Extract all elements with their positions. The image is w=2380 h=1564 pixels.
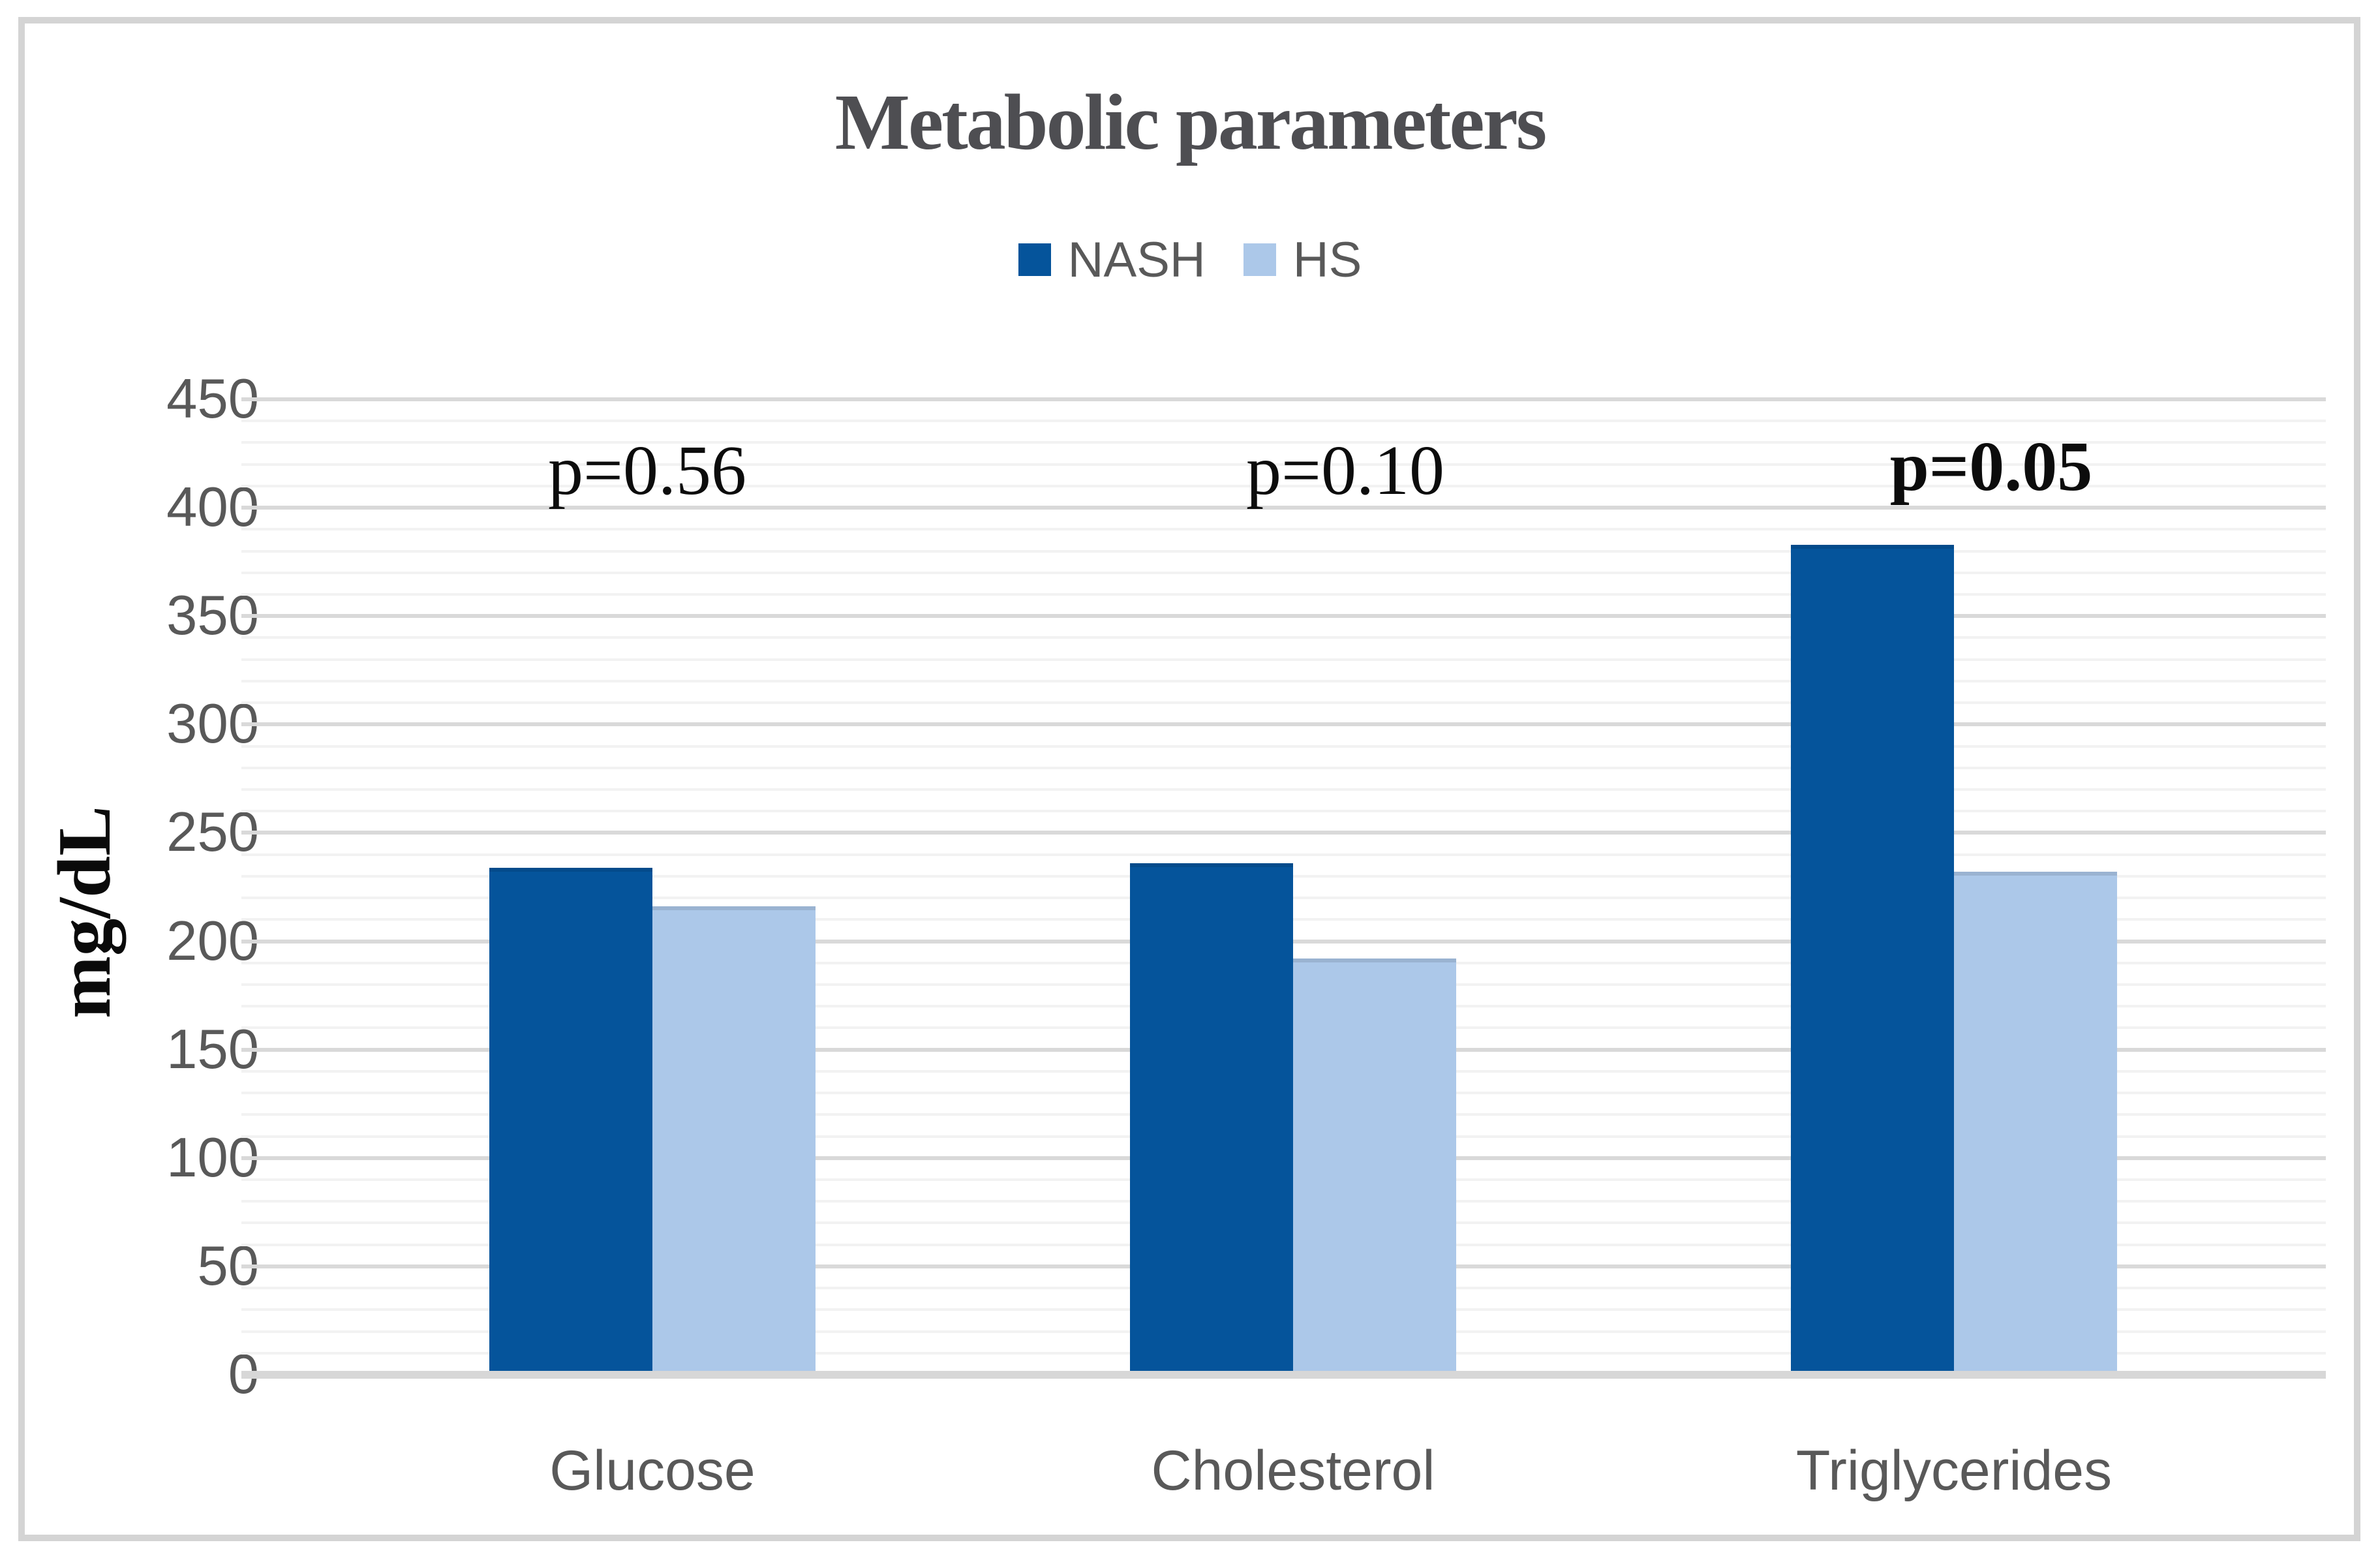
minor-gridline [241, 766, 2326, 769]
minor-gridline [241, 744, 2326, 748]
minor-gridline [241, 788, 2326, 791]
x-category-label: Glucose [549, 1439, 755, 1502]
y-tick-label: 450 [166, 368, 259, 430]
minor-gridline [241, 853, 2326, 856]
bar-nash-triglycerides [1791, 545, 1954, 1375]
y-tick-label: 150 [166, 1018, 259, 1081]
nash-color-swatch-icon [1018, 243, 1051, 276]
y-axis-title: mg/dL [43, 806, 126, 1019]
y-tick-label: 200 [166, 910, 259, 972]
x-axis-line [241, 1371, 2326, 1379]
major-gridline [241, 614, 2326, 619]
minor-gridline [241, 420, 2326, 423]
major-gridline [241, 397, 2326, 401]
bar-nash-cholesterol [1130, 863, 1293, 1375]
chart-title: Metabolic parameters [834, 78, 1547, 166]
legend: NASH HS [0, 227, 2380, 292]
bar-nash-glucose [489, 868, 652, 1375]
minor-gridline [241, 441, 2326, 444]
minor-gridline [241, 463, 2326, 466]
y-tick-label: 100 [166, 1126, 259, 1189]
y-tick-label: 250 [166, 801, 259, 864]
hs-color-swatch-icon [1243, 243, 1276, 276]
y-tick-label: 400 [166, 476, 259, 539]
minor-gridline [241, 701, 2326, 705]
minor-gridline [241, 484, 2326, 487]
p-value-label: p=0.56 [548, 432, 746, 510]
minor-gridline [241, 571, 2326, 574]
major-gridline [241, 831, 2326, 835]
y-axis-tick-labels: 0 50 100 150 200 250 300 350 400 450 [0, 368, 261, 1405]
minor-gridline [241, 658, 2326, 661]
legend-item-nash: NASH [1018, 232, 1206, 288]
y-tick-label: 50 [197, 1234, 259, 1297]
minor-gridline [241, 593, 2326, 596]
major-gridline [241, 506, 2326, 510]
bar-hs-triglycerides [1954, 872, 2117, 1375]
bar-hs-glucose [652, 906, 816, 1375]
legend-item-hs: HS [1243, 232, 1362, 288]
legend-label-hs: HS [1292, 232, 1362, 288]
major-gridline [241, 722, 2326, 727]
x-category-label: Triglycerides [1795, 1439, 2113, 1502]
p-value-label: p=0.05 [1889, 428, 2093, 506]
legend-label-nash: NASH [1067, 232, 1206, 288]
y-tick-label: 0 [0, 1342, 259, 1407]
minor-gridline [241, 679, 2326, 682]
minor-gridline [241, 549, 2326, 553]
minor-gridline [241, 528, 2326, 531]
minor-gridline [241, 810, 2326, 813]
plot-area [241, 397, 2326, 1375]
minor-gridline [241, 636, 2326, 639]
y-tick-label: 350 [166, 585, 259, 647]
p-value-label: p=0.10 [1246, 432, 1444, 510]
y-tick-label: 300 [166, 693, 259, 756]
bar-hs-cholesterol [1293, 958, 1456, 1375]
x-category-label: Cholesterol [1151, 1439, 1435, 1502]
